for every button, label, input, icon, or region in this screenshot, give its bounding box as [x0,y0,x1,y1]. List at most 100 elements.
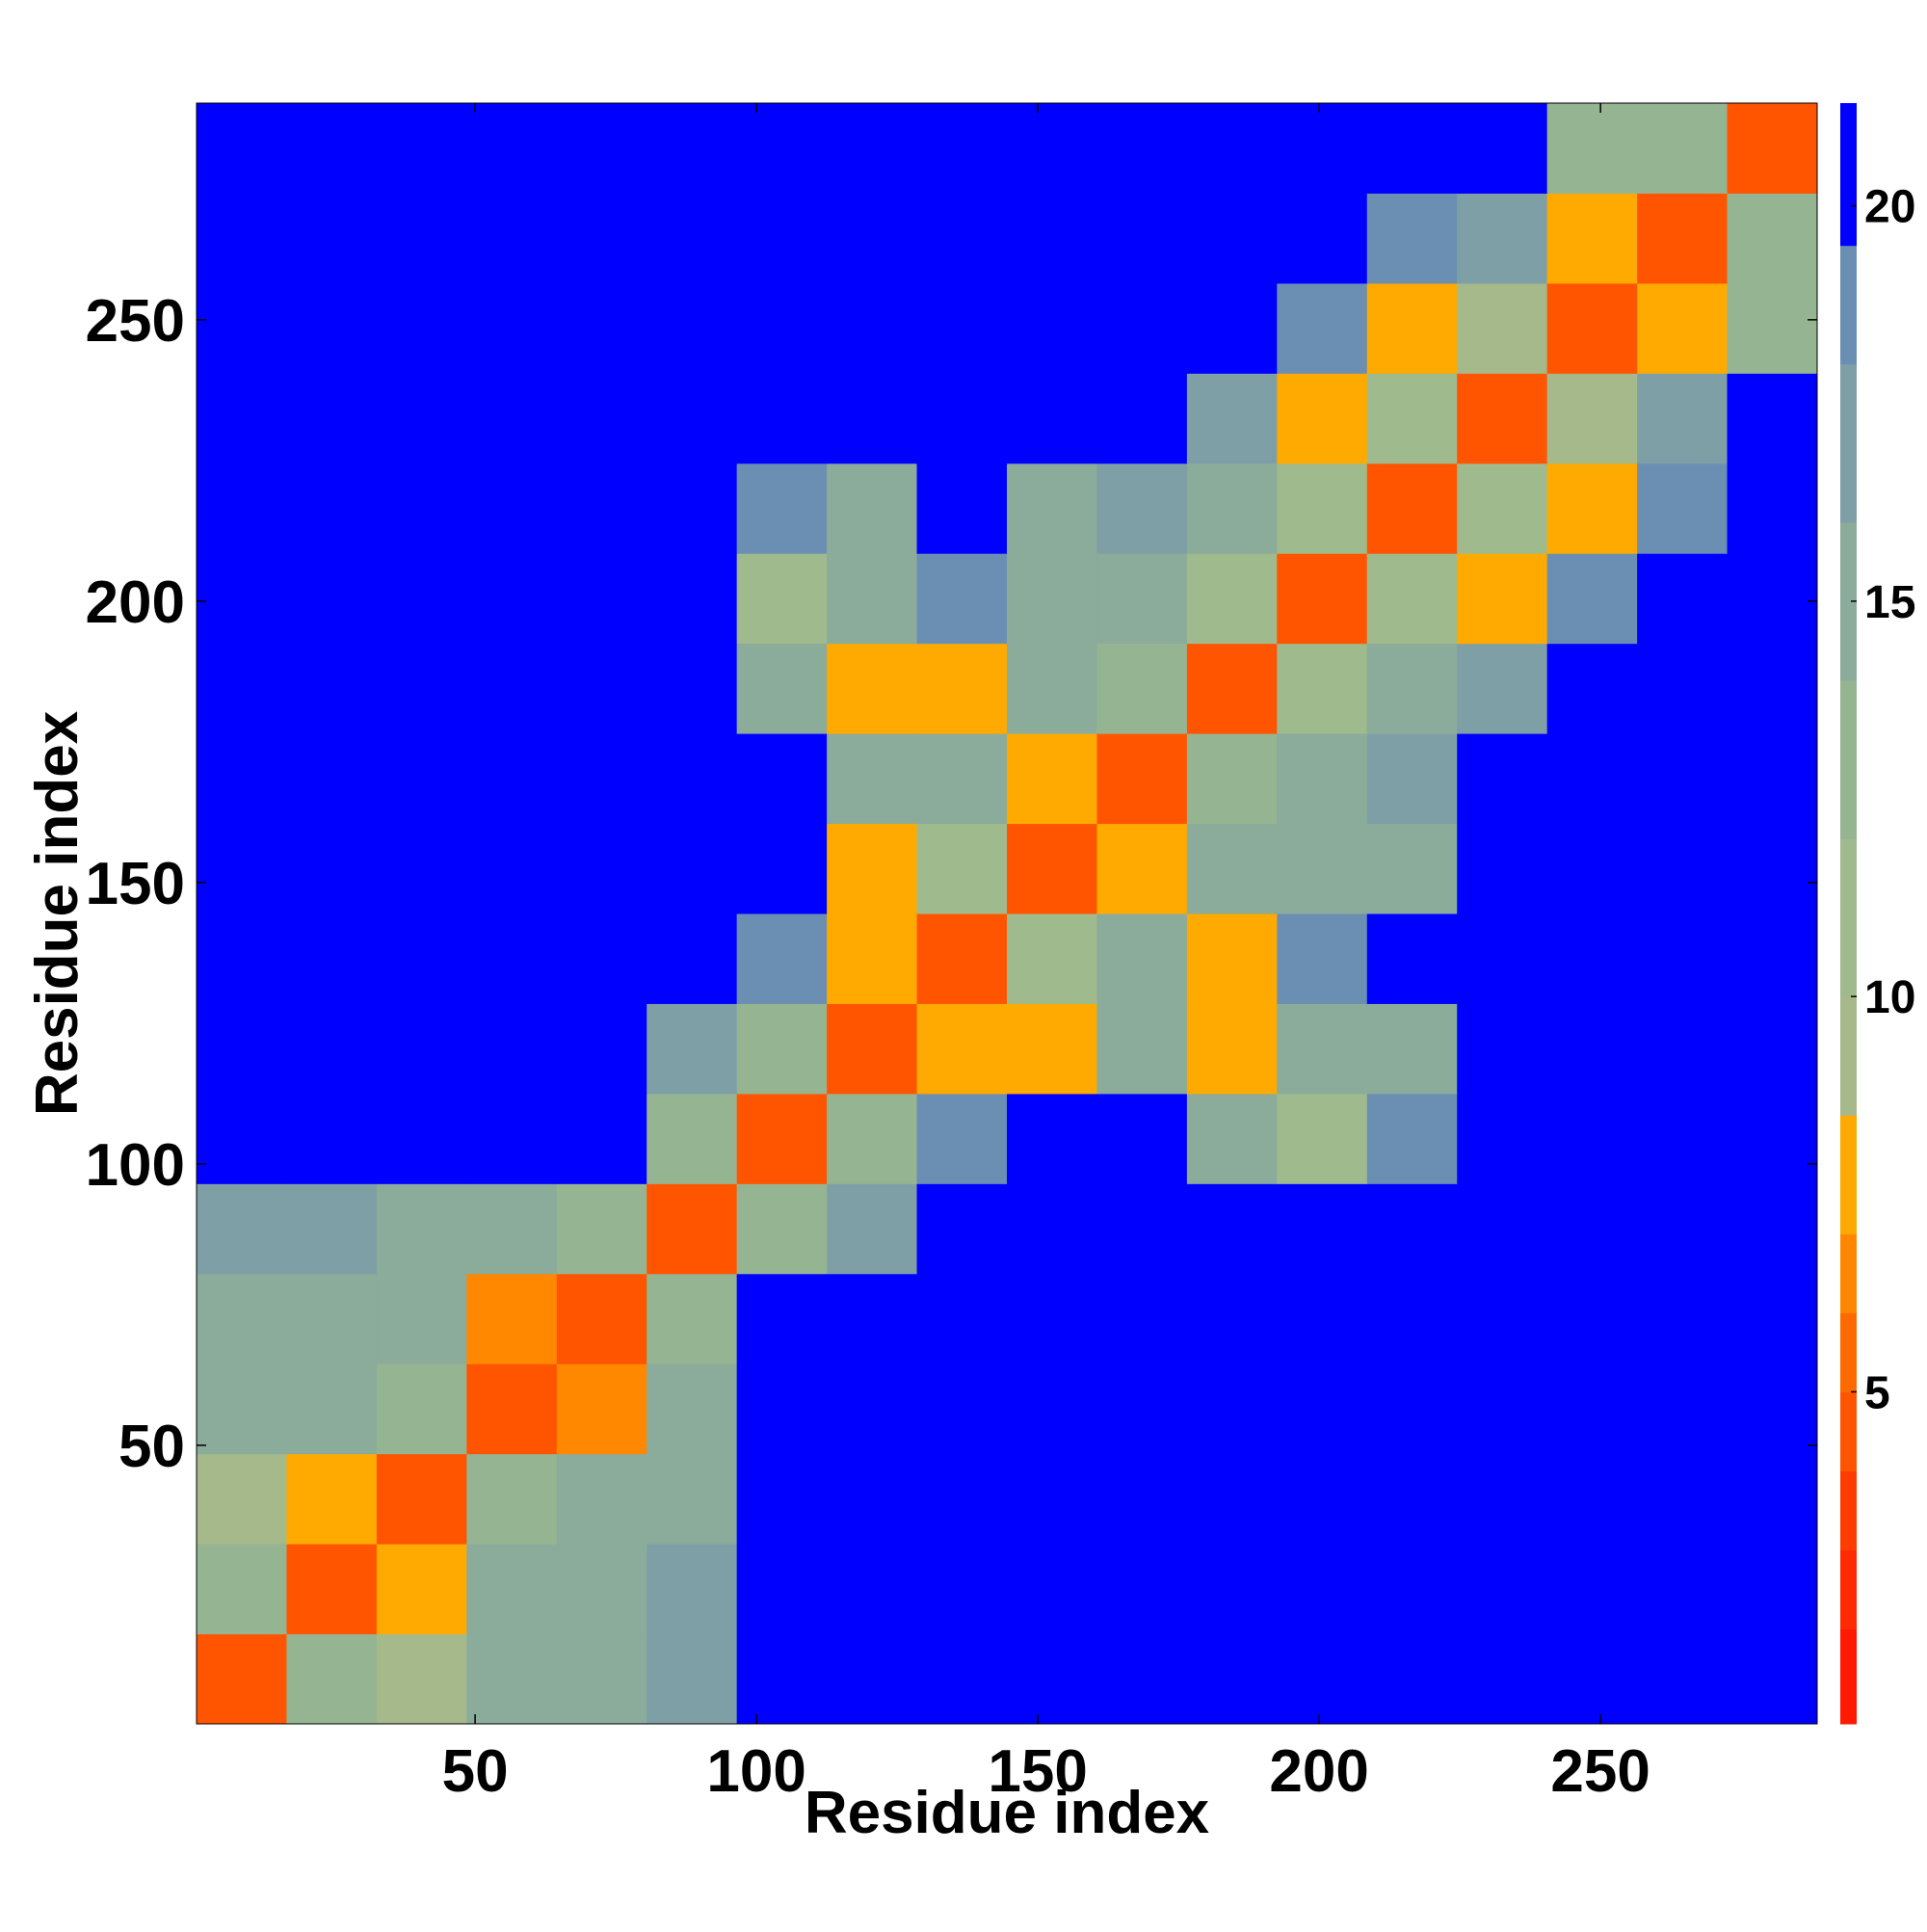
heat-cell [1637,1093,1729,1184]
heat-cell [466,1003,558,1095]
heat-cell [197,1453,287,1545]
heat-cell [916,1363,1008,1455]
heat-cell [1546,193,1638,284]
heat-cell [1007,823,1097,914]
heat-cell [466,913,558,1004]
heat-cell [736,282,828,374]
heat-cell [1096,463,1188,554]
colorbar-band [1840,1115,1857,1234]
heat-cell [1546,282,1638,374]
heat-cell [286,1093,378,1184]
heat-cell [466,1273,558,1364]
heat-cell [1637,373,1729,464]
heat-cell [376,823,467,914]
colorbar-band [1840,103,1857,247]
heat-cell [916,823,1008,914]
heat-cell [1186,1544,1278,1635]
heat-cell [827,1183,918,1275]
colorbar-band [1840,245,1857,365]
heat-cell [286,823,378,914]
heat-cell [466,193,558,284]
heat-cell [286,913,378,1004]
heat-cell [1457,1544,1548,1635]
heat-cell [1007,1453,1097,1545]
heat-cell [1277,103,1368,194]
heat-cell [1366,913,1458,1004]
heat-cell [916,463,1008,554]
heat-cell [376,1544,467,1635]
heat-cell [916,282,1008,374]
colorbar-tick-label: 20 [1864,182,1915,233]
heat-cell [736,193,828,284]
heat-cell [286,1453,378,1545]
heat-cell [1457,1183,1548,1275]
heat-cell [376,282,467,374]
heat-cell [197,1003,287,1095]
heat-cell [916,1183,1008,1275]
heat-cell [1096,913,1188,1004]
heat-cell [1096,823,1188,914]
colorbar-band [1840,1391,1857,1471]
x-tick-label: 250 [1550,1738,1650,1805]
heat-cell [1007,1633,1097,1725]
colorbar-band [1840,1312,1857,1392]
heat-cell [827,1003,918,1095]
heat-cell [1637,733,1729,825]
heat-cell [286,1183,378,1275]
heat-cell [647,823,738,914]
heat-cell [376,373,467,464]
heat-cell [1546,103,1638,194]
heat-cell [1366,1544,1458,1635]
heat-cell [376,463,467,554]
heat-cell [1727,1363,1818,1455]
heat-cell [1007,1363,1097,1455]
heat-cell [1546,463,1638,554]
heat-cell [1366,282,1458,374]
heat-cell [647,913,738,1004]
heat-cell [1727,1273,1818,1364]
heat-cell [1457,1273,1548,1364]
heat-cell [376,1183,467,1275]
heat-cell [1546,913,1638,1004]
heat-cell [286,193,378,284]
heat-cell [1186,823,1278,914]
heat-cell [1277,913,1368,1004]
heat-cell [466,1544,558,1635]
heat-cell [376,1453,467,1545]
heat-cell [1007,282,1097,374]
heat-cell [1186,463,1278,554]
heat-cell [556,553,647,645]
heat-cell [647,1093,738,1184]
heat-cell [647,1003,738,1095]
heat-cell [1366,733,1458,825]
heat-cell [1007,193,1097,284]
heat-cell [916,193,1008,284]
heat-cell [916,733,1008,825]
y-axis-title: Residue index [24,710,91,1116]
heat-cell [197,1544,287,1635]
heat-cell [1637,193,1729,284]
colorbar-band [1840,679,1857,839]
heat-cell [1457,103,1548,194]
heat-cell [1457,1633,1548,1725]
heat-cell [1007,553,1097,645]
heat-cell [556,1633,647,1725]
heat-cell [286,1363,378,1455]
heat-cell [556,1093,647,1184]
heat-cell [736,1093,828,1184]
heat-cell [1186,1183,1278,1275]
heat-cell [556,103,647,194]
heat-cell [286,103,378,194]
heat-cell [1637,823,1729,914]
heat-cell [197,1093,287,1184]
heat-cell [1366,1273,1458,1364]
heat-cell [1637,1273,1729,1364]
heat-cell [466,1363,558,1455]
heat-cell [827,823,918,914]
plot-frame [196,102,1818,1725]
heat-cell [1096,282,1188,374]
heat-cell [466,103,558,194]
heat-cell [1277,823,1368,914]
colorbar-tick-label: 10 [1864,972,1915,1023]
